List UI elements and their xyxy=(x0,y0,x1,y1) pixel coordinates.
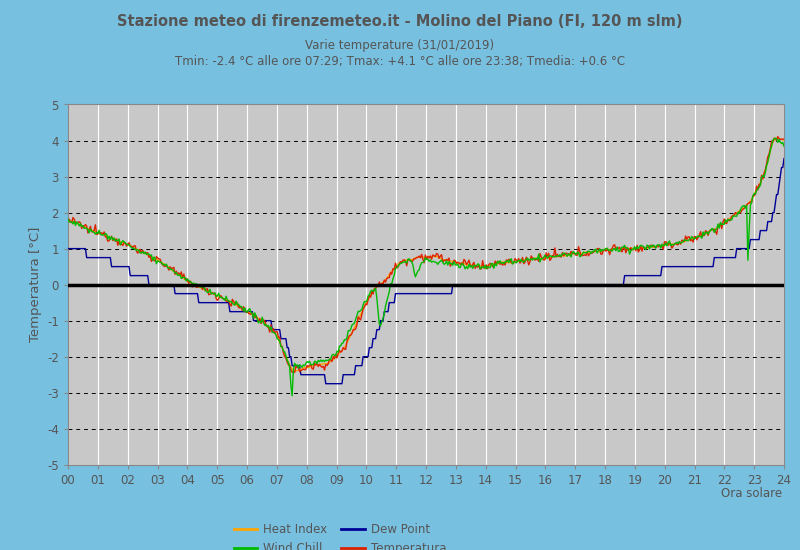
Text: Stazione meteo di firenzemeteo.it - Molino del Piano (FI, 120 m slm): Stazione meteo di firenzemeteo.it - Moli… xyxy=(118,14,682,29)
Text: Ora solare: Ora solare xyxy=(722,487,782,500)
Text: Varie temperature (31/01/2019): Varie temperature (31/01/2019) xyxy=(306,39,494,52)
Y-axis label: Temperatura [°C]: Temperatura [°C] xyxy=(29,227,42,342)
Text: Tmin: -2.4 °C alle ore 07:29; Tmax: +4.1 °C alle ore 23:38; Tmedia: +0.6 °C: Tmin: -2.4 °C alle ore 07:29; Tmax: +4.1… xyxy=(175,55,625,68)
Legend: Heat Index, Wind Chill, Dew Point, Temperatura: Heat Index, Wind Chill, Dew Point, Tempe… xyxy=(229,518,451,550)
